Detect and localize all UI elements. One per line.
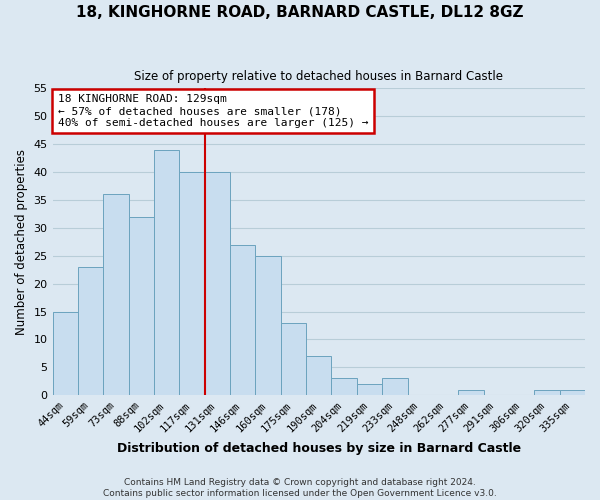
Text: 18 KINGHORNE ROAD: 129sqm
← 57% of detached houses are smaller (178)
40% of semi: 18 KINGHORNE ROAD: 129sqm ← 57% of detac… [58,94,368,128]
Text: 18, KINGHORNE ROAD, BARNARD CASTLE, DL12 8GZ: 18, KINGHORNE ROAD, BARNARD CASTLE, DL12… [76,5,524,20]
Bar [357,384,382,395]
Bar [256,256,281,395]
Bar [179,172,205,395]
Y-axis label: Number of detached properties: Number of detached properties [15,149,28,335]
Bar [458,390,484,395]
Bar [78,267,103,395]
Bar [281,322,306,395]
Bar [103,194,128,395]
Bar [205,172,230,395]
Bar [230,244,256,395]
Bar [560,390,585,395]
Bar [331,378,357,395]
Bar [53,312,78,395]
Bar [128,216,154,395]
Bar [306,356,331,395]
Bar [534,390,560,395]
X-axis label: Distribution of detached houses by size in Barnard Castle: Distribution of detached houses by size … [117,442,521,455]
Title: Size of property relative to detached houses in Barnard Castle: Size of property relative to detached ho… [134,70,503,83]
Text: Contains HM Land Registry data © Crown copyright and database right 2024.
Contai: Contains HM Land Registry data © Crown c… [103,478,497,498]
Bar [154,150,179,395]
Bar [382,378,407,395]
